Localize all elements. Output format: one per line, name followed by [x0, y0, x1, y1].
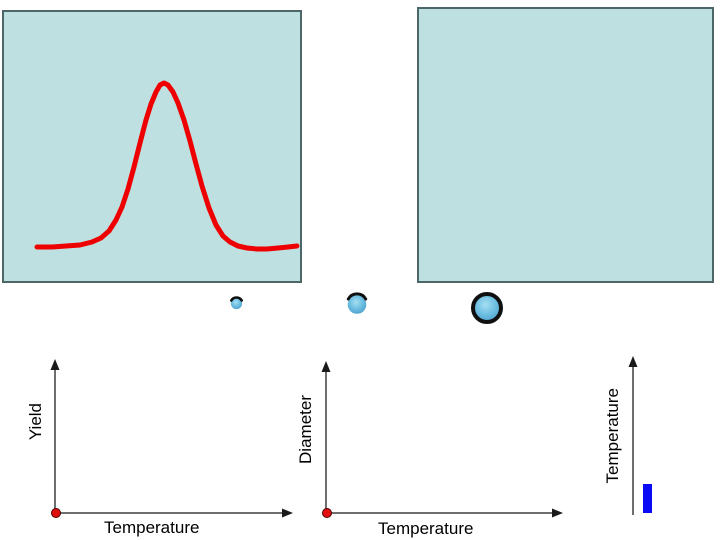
diameter-plot-axes: [321, 361, 563, 518]
yield-plot: Yield Temperature: [20, 355, 310, 540]
temperature-axis-label: Temperature: [603, 388, 622, 484]
particle-small: [230, 296, 243, 310]
y-axis-arrow-icon: [50, 359, 60, 370]
origin-dot: [51, 508, 61, 518]
yield-axis-label: Yield: [26, 403, 45, 441]
particle-large: [471, 292, 503, 324]
temperature-axis-label: Temperature: [378, 519, 474, 538]
temperature-bar: [643, 484, 652, 513]
yield-plot-axes: [50, 359, 293, 518]
particle-ring-icon: [471, 292, 503, 324]
temperature-axis-label: Temperature: [104, 518, 200, 537]
particle-cap-arc-icon: [346, 292, 368, 301]
temperature-plot-axes: [628, 356, 652, 515]
bell-curve-line: [34, 80, 300, 252]
x-axis-arrow-icon: [282, 508, 293, 518]
particle-body: [347, 295, 367, 314]
empty-panel: [417, 7, 714, 283]
particle-cap-arc-icon: [230, 296, 243, 302]
diameter-axis-label: Diameter: [296, 395, 315, 464]
particle-body: [230, 297, 243, 310]
bell-curve-panel: [2, 10, 302, 283]
temperature-plot: Temperature: [595, 350, 715, 540]
y-axis-arrow-icon: [321, 361, 331, 372]
origin-dot: [322, 508, 332, 518]
diameter-plot: Diameter Temperature: [285, 355, 580, 540]
x-axis-arrow-icon: [552, 508, 563, 518]
y-axis-arrow-icon: [628, 356, 638, 367]
particle-medium: [346, 292, 368, 314]
bell-curve: [34, 80, 300, 252]
